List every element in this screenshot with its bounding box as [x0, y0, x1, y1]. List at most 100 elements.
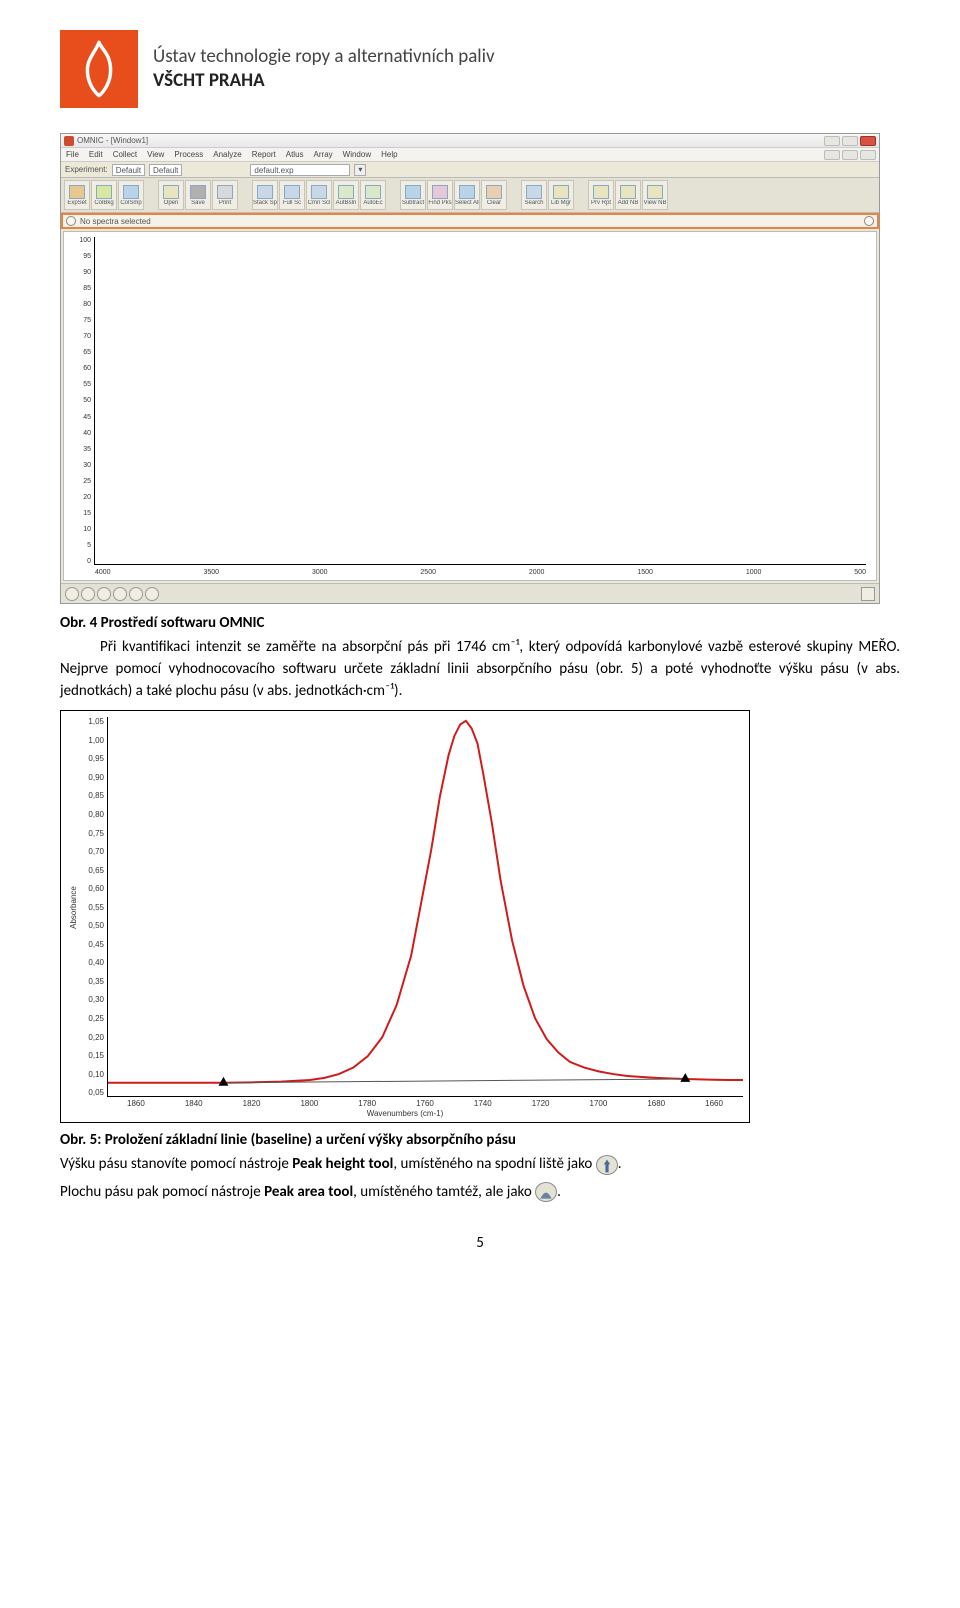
- toolbar-button[interactable]: Stack Spe: [252, 180, 278, 210]
- menu-item[interactable]: File: [64, 150, 81, 159]
- y-tick: 90: [64, 269, 91, 276]
- toolbar-label: Clear: [482, 200, 506, 206]
- y-tick: 0,95: [79, 754, 104, 763]
- toolbar-icon: [365, 185, 381, 199]
- y-tick: 65: [64, 349, 91, 356]
- toolbar-button[interactable]: Prv Rpt: [588, 180, 614, 210]
- toolbar-button[interactable]: Clear: [481, 180, 507, 210]
- y-tick: 0,60: [79, 884, 104, 893]
- x-tick: 4000: [95, 569, 111, 576]
- menu-item[interactable]: View: [145, 150, 166, 159]
- y-tick: 10: [64, 526, 91, 533]
- toolbar-button[interactable]: Select All: [454, 180, 480, 210]
- y-tick: 55: [64, 381, 91, 388]
- toolbar-button[interactable]: AutoEc: [360, 180, 386, 210]
- menu-item[interactable]: Edit: [87, 150, 105, 159]
- x-tick: 1780: [338, 1099, 396, 1108]
- menu-item[interactable]: Window: [341, 150, 373, 159]
- y-tick: 70: [64, 333, 91, 340]
- y-tick: 40: [64, 430, 91, 437]
- y-tick: 30: [64, 462, 91, 469]
- tool-icon[interactable]: [129, 587, 143, 601]
- tool-icon[interactable]: [81, 587, 95, 601]
- tool-icon[interactable]: [145, 587, 159, 601]
- toolbar-icon: [593, 185, 609, 199]
- toolbar-button[interactable]: Print: [212, 180, 238, 210]
- empty-spectrum-plot: 1009590858075706560555045403530252015105…: [63, 231, 877, 581]
- toolbar-label: Select All: [455, 200, 479, 206]
- mdi-maximize[interactable]: [842, 150, 858, 160]
- institution-header: Ústav technologie ropy a alternativních …: [60, 30, 900, 108]
- selection-icon-right[interactable]: [864, 216, 874, 226]
- selection-icon[interactable]: [66, 216, 76, 226]
- y-tick: 0,30: [79, 995, 104, 1004]
- spectrum-plot-area: [107, 717, 743, 1097]
- toolbar-button[interactable]: View NB: [642, 180, 668, 210]
- peak-height-tool-icon: [596, 1155, 618, 1175]
- toolbar-label: Lib Mgr: [549, 200, 573, 206]
- toolbar-icon: [284, 185, 300, 199]
- toolbar-button[interactable]: Add NB: [615, 180, 641, 210]
- toolbar-label: Open: [159, 200, 183, 206]
- y-tick: 0,90: [79, 773, 104, 782]
- toolbar-label: AutoEc: [361, 200, 385, 206]
- maximize-button[interactable]: [842, 136, 858, 146]
- y-tick: 0,75: [79, 829, 104, 838]
- mdi-close[interactable]: [860, 150, 876, 160]
- experiment-field1[interactable]: Default: [112, 164, 145, 176]
- tool-icon[interactable]: [113, 587, 127, 601]
- toolbar-button[interactable]: Lib Mgr: [548, 180, 574, 210]
- mdi-minimize[interactable]: [824, 150, 840, 160]
- experiment-field2[interactable]: Default: [149, 164, 182, 176]
- selection-text: No spectra selected: [80, 217, 151, 226]
- toolbar-button[interactable]: ColSmp: [118, 180, 144, 210]
- experiment-select[interactable]: default.exp: [250, 164, 350, 176]
- toolbar-button[interactable]: AutBsln: [333, 180, 359, 210]
- paragraph-3: Plochu pásu pak pomocí nástroje Peak are…: [60, 1182, 900, 1204]
- toolbar-button[interactable]: Subtract: [400, 180, 426, 210]
- tool-icon[interactable]: [97, 587, 111, 601]
- toolbar-button[interactable]: Open: [158, 180, 184, 210]
- toolbar-icon: [257, 185, 273, 199]
- x-tick: 1840: [165, 1099, 223, 1108]
- toolbar-icon: [647, 185, 663, 199]
- toolbar-button[interactable]: Find Pks: [427, 180, 453, 210]
- toolbar-label: Full Sc: [280, 200, 304, 206]
- x-tick: 3500: [203, 569, 219, 576]
- y-tick: 0,65: [79, 866, 104, 875]
- x-tick: 2500: [420, 569, 436, 576]
- x-tick: 1660: [685, 1099, 743, 1108]
- menu-item[interactable]: Array: [312, 150, 335, 159]
- toolbar-button[interactable]: Cmn Scl: [306, 180, 332, 210]
- toolbar-label: AutBsln: [334, 200, 358, 206]
- menu-item[interactable]: Analyze: [211, 150, 243, 159]
- tool-icon[interactable]: [65, 587, 79, 601]
- dropdown-arrow-icon[interactable]: ▾: [354, 164, 366, 176]
- toolbar-button[interactable]: Full Sc: [279, 180, 305, 210]
- menu-item[interactable]: Collect: [111, 150, 139, 159]
- toolbar-icon: [69, 185, 85, 199]
- institution-name: Ústav technologie ropy a alternativních …: [153, 45, 495, 93]
- toolbar-icon: [163, 185, 179, 199]
- toolbar-button[interactable]: Save: [185, 180, 211, 210]
- y-tick: 0,70: [79, 847, 104, 856]
- toolbar-button[interactable]: Search: [521, 180, 547, 210]
- y-tick: 0,50: [79, 921, 104, 930]
- y-tick: 35: [64, 446, 91, 453]
- y-tick: 0,80: [79, 810, 104, 819]
- experiment-label: Experiment:: [65, 165, 108, 174]
- toolbar-icon: [526, 185, 542, 199]
- menu-item[interactable]: Atlus: [284, 150, 306, 159]
- x-tick: 1680: [627, 1099, 685, 1108]
- minimize-button[interactable]: [824, 136, 840, 146]
- toolbar-button[interactable]: ColBkg: [91, 180, 117, 210]
- x-tick: 1760: [396, 1099, 454, 1108]
- x-tick: 1700: [570, 1099, 628, 1108]
- app-icon: [64, 136, 74, 146]
- menu-item[interactable]: Process: [172, 150, 205, 159]
- close-button[interactable]: [860, 136, 876, 146]
- plot-area: 4000350030002500200015001000500: [94, 237, 866, 565]
- menu-item[interactable]: Help: [379, 150, 399, 159]
- menu-item[interactable]: Report: [250, 150, 278, 159]
- toolbar-button[interactable]: ExpSet: [64, 180, 90, 210]
